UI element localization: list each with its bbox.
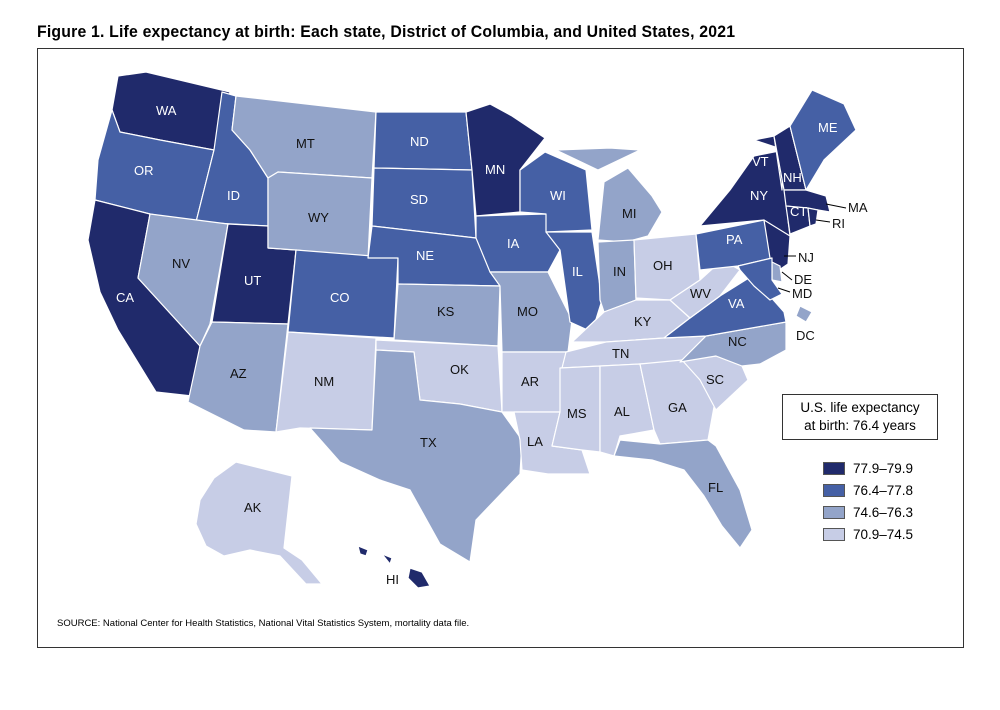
label-NY: NY (750, 188, 768, 203)
legend: 77.9–79.9 76.4–77.8 74.6–76.3 70.9–74.5 (823, 457, 913, 545)
label-IN: IN (613, 264, 626, 279)
figure-title: Figure 1. Life expectancy at birth: Each… (37, 22, 736, 41)
label-AK: AK (244, 500, 262, 515)
legend-swatch (823, 527, 845, 541)
state-HI[interactable] (357, 545, 431, 589)
legend-swatch (823, 461, 845, 475)
label-SC: SC (706, 372, 724, 387)
label-WA: WA (156, 103, 177, 118)
figure-frame (37, 48, 964, 648)
label-IL: IL (572, 264, 583, 279)
label-SD: SD (410, 192, 428, 207)
legend-swatch (823, 505, 845, 519)
label-OK: OK (450, 362, 469, 377)
state-NY[interactable] (699, 149, 791, 237)
label-NE: NE (416, 248, 434, 263)
legend-item: 70.9–74.5 (823, 523, 913, 545)
label-MO: MO (517, 304, 538, 319)
label-WY: WY (308, 210, 329, 225)
state-AZ[interactable] (187, 321, 289, 433)
legend-label: 74.6–76.3 (853, 504, 914, 520)
label-AR: AR (521, 374, 539, 389)
label-MS: MS (567, 406, 587, 421)
label-IA: IA (507, 236, 520, 251)
state-TX[interactable] (309, 349, 523, 563)
state-RI[interactable] (807, 207, 819, 227)
label-TN: TN (612, 346, 629, 361)
label-WI: WI (550, 188, 566, 203)
label-OH: OH (653, 258, 673, 273)
legend-label: 76.4–77.8 (853, 482, 914, 498)
legend-label: 77.9–79.9 (853, 460, 914, 476)
state-DC[interactable] (795, 305, 813, 323)
label-MN: MN (485, 162, 505, 177)
us-box-line2: at birth: 76.4 years (804, 418, 916, 433)
us-life-expectancy-box: U.S. life expectancy at birth: 76.4 year… (782, 394, 938, 440)
state-AK[interactable] (195, 461, 323, 585)
state-WI[interactable] (519, 151, 593, 233)
label-KS: KS (437, 304, 455, 319)
label-AL: AL (614, 404, 630, 419)
label-CT: CT (790, 204, 807, 219)
label-NJ: NJ (798, 250, 814, 265)
us-box-line1: U.S. life expectancy (800, 400, 920, 415)
label-LA: LA (527, 434, 543, 449)
label-AZ: AZ (230, 366, 247, 381)
legend-item: 74.6–76.3 (823, 501, 913, 523)
label-CA: CA (116, 290, 134, 305)
label-RI: RI (832, 216, 845, 231)
label-GA: GA (668, 400, 687, 415)
label-NC: NC (728, 334, 747, 349)
label-KY: KY (634, 314, 652, 329)
label-VA: VA (728, 296, 745, 311)
label-DC: DC (796, 328, 815, 343)
label-MD: MD (792, 286, 812, 301)
label-VT: VT (752, 154, 769, 169)
label-HI: HI (386, 572, 399, 587)
callout-md (777, 287, 791, 293)
label-ME: ME (818, 120, 838, 135)
state-FL[interactable] (613, 439, 753, 549)
source-note: SOURCE: National Center for Health Stati… (57, 618, 470, 629)
label-WV: WV (690, 286, 711, 301)
label-MT: MT (296, 136, 315, 151)
legend-item: 76.4–77.8 (823, 479, 913, 501)
callout-ma (825, 203, 847, 209)
label-CO: CO (330, 290, 350, 305)
label-UT: UT (244, 273, 261, 288)
label-DE: DE (794, 272, 812, 287)
label-ID: ID (227, 188, 240, 203)
label-MI: MI (622, 206, 636, 221)
legend-swatch (823, 483, 845, 497)
legend-item: 77.9–79.9 (823, 457, 913, 479)
label-ND: ND (410, 134, 429, 149)
legend-label: 70.9–74.5 (853, 526, 914, 542)
label-FL: FL (708, 480, 723, 495)
label-MA: MA (848, 200, 868, 215)
label-NV: NV (172, 256, 190, 271)
label-NH: NH (783, 170, 802, 185)
state-MD[interactable] (737, 257, 783, 301)
label-OR: OR (134, 163, 154, 178)
callout-de (781, 271, 793, 281)
label-NM: NM (314, 374, 334, 389)
label-PA: PA (726, 232, 743, 247)
label-TX: TX (420, 435, 437, 450)
callout-ri (815, 219, 831, 223)
